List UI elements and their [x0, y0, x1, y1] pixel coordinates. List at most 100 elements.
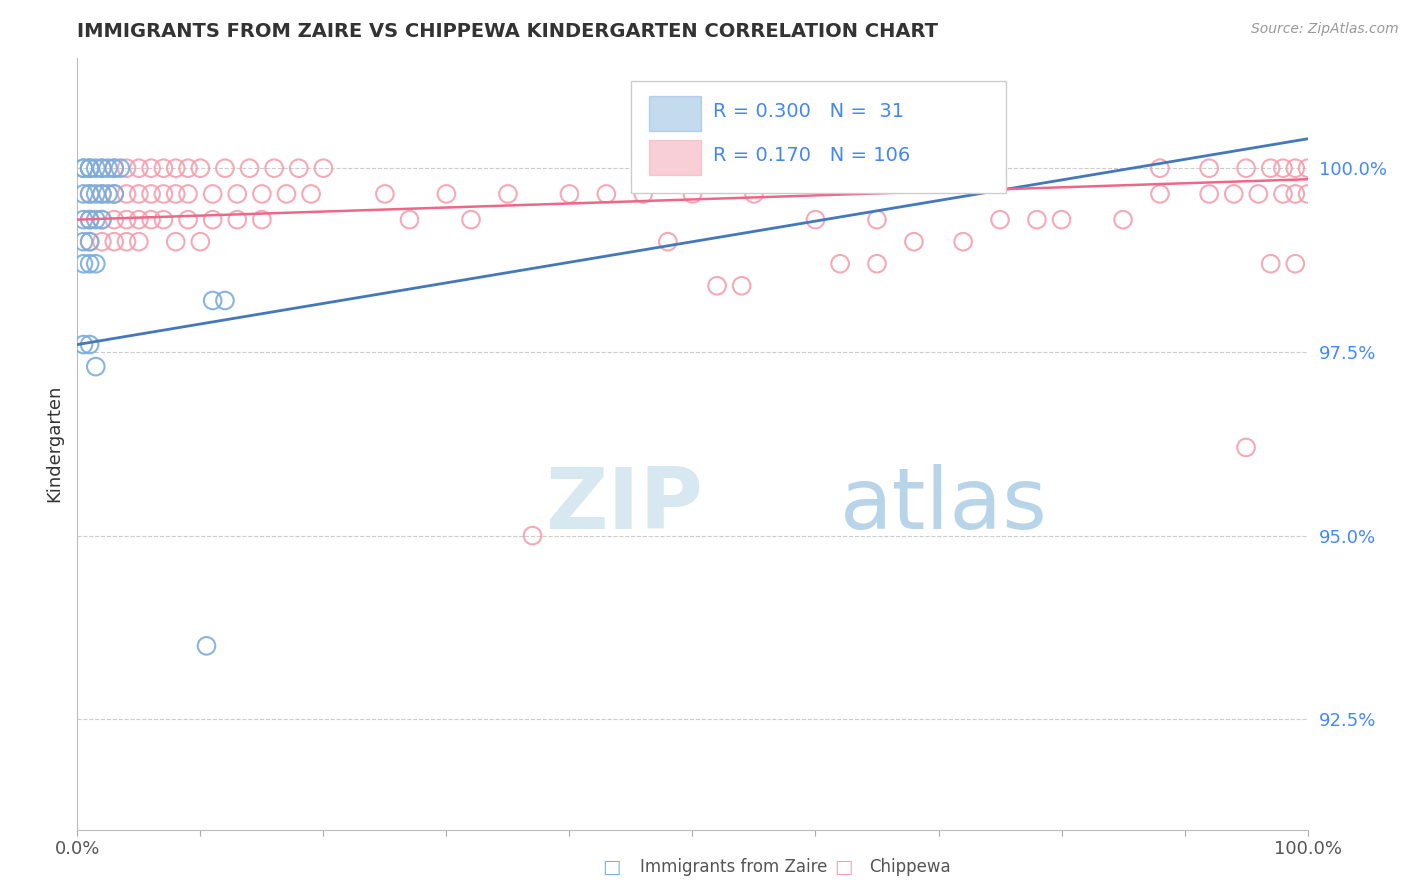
- Point: [1296, 186, 1319, 201]
- Point: [177, 161, 200, 176]
- Point: [152, 161, 174, 176]
- FancyBboxPatch shape: [631, 81, 1007, 193]
- Point: [830, 257, 852, 271]
- Point: [1260, 161, 1282, 176]
- Point: [72, 161, 94, 176]
- Point: [97, 161, 120, 176]
- Point: [141, 212, 163, 227]
- Point: [214, 293, 236, 308]
- Point: [79, 337, 101, 351]
- Point: [115, 186, 138, 201]
- Point: [128, 235, 150, 249]
- Point: [165, 186, 187, 201]
- Point: [115, 212, 138, 227]
- Point: [152, 212, 174, 227]
- Point: [90, 186, 114, 201]
- Point: [72, 337, 94, 351]
- Text: □: □: [602, 857, 621, 877]
- Point: [299, 186, 322, 201]
- Point: [110, 161, 132, 176]
- Point: [1247, 186, 1270, 201]
- Point: [263, 161, 285, 176]
- Text: Immigrants from Zaire: Immigrants from Zaire: [640, 858, 827, 876]
- Point: [152, 186, 174, 201]
- Point: [103, 186, 125, 201]
- Point: [903, 235, 925, 249]
- Point: [250, 212, 273, 227]
- Point: [141, 161, 163, 176]
- Point: [398, 212, 420, 227]
- Point: [804, 212, 827, 227]
- Point: [90, 161, 114, 176]
- Point: [1284, 186, 1306, 201]
- Point: [79, 257, 101, 271]
- Point: [177, 212, 200, 227]
- Point: [188, 235, 212, 249]
- Point: [79, 235, 101, 249]
- FancyBboxPatch shape: [650, 95, 702, 131]
- Point: [79, 161, 101, 176]
- Point: [374, 186, 396, 201]
- Point: [1026, 212, 1049, 227]
- Point: [276, 186, 298, 201]
- Point: [250, 186, 273, 201]
- Point: [165, 161, 187, 176]
- Point: [72, 212, 94, 227]
- Point: [79, 235, 101, 249]
- Point: [79, 186, 101, 201]
- Point: [1223, 186, 1246, 201]
- Y-axis label: Kindergarten: Kindergarten: [45, 385, 63, 502]
- Text: R = 0.300   N =  31: R = 0.300 N = 31: [713, 103, 904, 121]
- Point: [1050, 212, 1073, 227]
- Point: [84, 161, 107, 176]
- Point: [177, 186, 200, 201]
- Point: [103, 212, 125, 227]
- Point: [103, 161, 125, 176]
- Point: [558, 186, 581, 201]
- Point: [226, 186, 249, 201]
- Point: [866, 212, 889, 227]
- Point: [84, 359, 107, 374]
- Point: [239, 161, 262, 176]
- Point: [90, 235, 114, 249]
- Point: [731, 278, 754, 293]
- Point: [115, 235, 138, 249]
- Point: [1260, 257, 1282, 271]
- Point: [128, 186, 150, 201]
- Point: [312, 161, 335, 176]
- Point: [1149, 161, 1171, 176]
- Text: R = 0.170   N = 106: R = 0.170 N = 106: [713, 146, 911, 166]
- FancyBboxPatch shape: [650, 140, 702, 175]
- Point: [522, 528, 544, 542]
- Point: [1149, 186, 1171, 201]
- Point: [72, 235, 94, 249]
- Point: [1198, 186, 1220, 201]
- Point: [706, 278, 728, 293]
- Point: [201, 293, 224, 308]
- Text: ZIP: ZIP: [546, 464, 703, 547]
- Point: [128, 212, 150, 227]
- Point: [90, 186, 114, 201]
- Point: [115, 161, 138, 176]
- Point: [90, 161, 114, 176]
- Point: [1296, 161, 1319, 176]
- Point: [79, 212, 101, 227]
- Text: atlas: atlas: [841, 464, 1047, 547]
- Point: [72, 257, 94, 271]
- Point: [595, 186, 617, 201]
- Point: [1272, 186, 1295, 201]
- Text: Chippewa: Chippewa: [869, 858, 950, 876]
- Point: [436, 186, 458, 201]
- Point: [195, 639, 218, 653]
- Point: [97, 186, 120, 201]
- Point: [103, 235, 125, 249]
- Point: [682, 186, 704, 201]
- Point: [128, 161, 150, 176]
- Point: [103, 161, 125, 176]
- Point: [657, 235, 679, 249]
- Point: [165, 235, 187, 249]
- Point: [84, 257, 107, 271]
- Point: [226, 212, 249, 227]
- Point: [141, 186, 163, 201]
- Point: [460, 212, 482, 227]
